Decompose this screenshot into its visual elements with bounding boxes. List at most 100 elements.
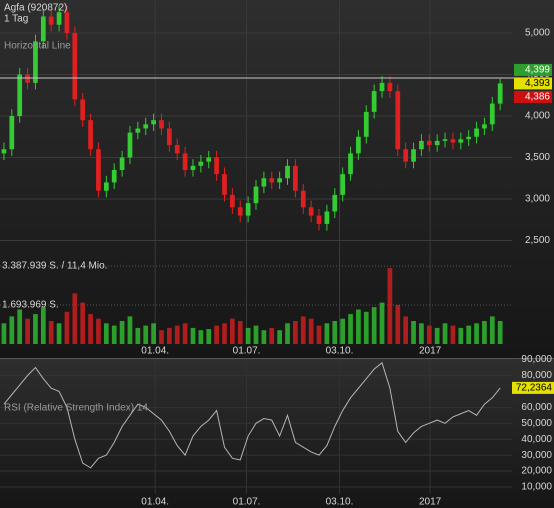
- candle-body: [72, 33, 78, 100]
- candle-body: [285, 165, 290, 179]
- volume-bar: [293, 321, 298, 344]
- candle-body: [300, 190, 306, 208]
- x-tick-label: 2017: [419, 346, 442, 357]
- volume-bar: [497, 321, 503, 344]
- candle-body: [442, 139, 448, 141]
- volume-bar: [25, 318, 30, 344]
- volume-bar: [33, 314, 38, 344]
- candle-body: [1, 149, 7, 154]
- volume-bar: [371, 307, 377, 344]
- candle-body: [308, 207, 314, 216]
- candle-body: [332, 194, 338, 212]
- y-tick-label: 30,000: [521, 450, 552, 461]
- y-tick-label: 40,000: [521, 434, 552, 445]
- volume-bar: [387, 268, 393, 344]
- volume-tick-label: 3.387.939 S. / 11,4 Mio.: [2, 261, 107, 272]
- candle-body: [277, 178, 282, 183]
- candle-body: [206, 157, 212, 162]
- price-label: 4,393: [525, 78, 550, 89]
- volume-bar: [403, 316, 409, 344]
- candle-body: [474, 128, 479, 137]
- candle-body: [450, 139, 456, 143]
- volume-bar: [88, 314, 93, 344]
- candle-body: [25, 74, 30, 83]
- candle-body: [434, 140, 440, 146]
- candle-body: [482, 124, 487, 129]
- volume-bar: [363, 311, 369, 344]
- candle-body: [151, 120, 156, 125]
- volume-bar: [442, 323, 448, 344]
- volume-bar: [159, 330, 164, 344]
- candle-body: [33, 41, 38, 83]
- candle-body: [324, 211, 330, 224]
- horizontal-line-label: Horizontal Line: [4, 41, 71, 52]
- price-label: 4,399: [525, 65, 550, 76]
- candle-body: [348, 153, 353, 175]
- candle-body: [497, 83, 503, 104]
- y-tick-label: 20,000: [521, 466, 552, 477]
- candle-body: [143, 124, 149, 129]
- candle-body: [103, 182, 109, 191]
- volume-bar: [40, 307, 46, 344]
- volume-bar: [411, 321, 416, 344]
- candle-body: [230, 194, 235, 208]
- candle-body: [356, 136, 361, 154]
- candle-body: [214, 157, 219, 175]
- y-tick-label: 60,000: [521, 402, 552, 413]
- candle-body: [111, 169, 117, 183]
- volume-bar: [269, 327, 275, 344]
- candle-body: [182, 153, 188, 170]
- candle-body: [56, 12, 62, 25]
- candle-body: [40, 16, 46, 42]
- price-label-box: [514, 90, 552, 103]
- candle-body: [222, 174, 227, 195]
- volume-bar: [72, 293, 78, 344]
- candle-body: [489, 103, 495, 125]
- candle-body: [96, 149, 101, 191]
- candle-body: [237, 207, 243, 216]
- chart-title: Agfa (920872): [4, 3, 67, 14]
- candle-body: [48, 16, 54, 25]
- candle-body: [387, 82, 393, 92]
- volume-bar: [119, 321, 125, 344]
- volume-bar: [222, 323, 227, 344]
- volume-bar: [466, 325, 472, 344]
- volume-bar: [80, 302, 86, 344]
- volume-bar: [143, 325, 149, 344]
- candle-body: [371, 91, 377, 112]
- x-tick-label: 03.10.: [326, 497, 354, 508]
- volume-bar: [214, 325, 219, 344]
- candle-body: [411, 149, 416, 162]
- volume-bar: [48, 321, 54, 344]
- y-tick-label: 90,000: [521, 354, 552, 365]
- candle-body: [403, 149, 409, 162]
- candle-body: [419, 140, 424, 150]
- volume-bar: [96, 318, 101, 344]
- current-value-label: 72,2364: [516, 383, 553, 394]
- volume-bar: [348, 314, 353, 344]
- volume-bar: [230, 318, 235, 344]
- candle-body: [245, 203, 251, 216]
- y-tick-label: 10,000: [521, 482, 552, 493]
- volume-bar: [127, 316, 133, 344]
- volume-bar: [300, 316, 306, 344]
- volume-bar: [450, 325, 456, 344]
- price-label-box: [514, 77, 552, 90]
- volume-bar: [135, 327, 141, 344]
- candle-body: [293, 165, 298, 191]
- price-label-box: [514, 63, 552, 76]
- x-tick-label: 01.04.: [141, 497, 169, 508]
- y-tick-label: 3,500: [525, 152, 550, 163]
- candle-body: [135, 128, 141, 133]
- volume-bar: [474, 323, 479, 344]
- candle-body: [395, 91, 401, 150]
- chart-subtitle: 1 Tag: [4, 14, 28, 25]
- volume-bar: [482, 321, 487, 344]
- volume-bar: [434, 327, 440, 344]
- y-tick-label: 2,500: [525, 235, 550, 246]
- candle-body: [166, 128, 172, 146]
- volume-bar: [245, 327, 251, 344]
- y-tick-label: 80,000: [521, 370, 552, 381]
